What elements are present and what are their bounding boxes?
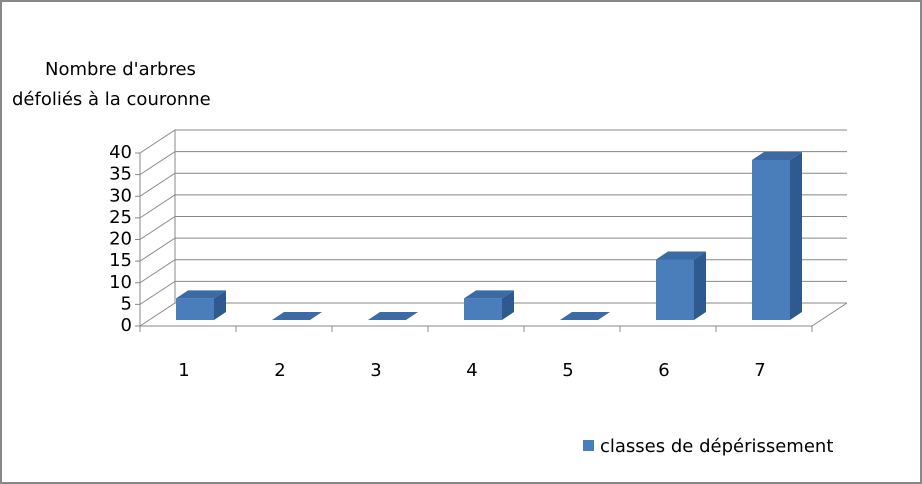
bar: [464, 290, 514, 320]
bar: [752, 151, 802, 320]
bar-front: [176, 298, 214, 320]
x-tick-label: 6: [658, 360, 669, 381]
y-tick-label: 20: [109, 229, 132, 250]
x-tick-label: 5: [562, 360, 573, 381]
y-tick-label: 35: [109, 164, 132, 185]
bar-side: [214, 290, 226, 320]
grid-line: [139, 216, 847, 240]
y-tick-label: 0: [121, 315, 132, 336]
grid-line: [139, 259, 847, 284]
legend-label: classes de dépérissement: [600, 436, 833, 457]
y-tick-label: 25: [109, 207, 132, 228]
bar-top: [272, 312, 322, 320]
bar: [176, 290, 226, 320]
bar-side: [502, 290, 514, 320]
x-tick-label: 3: [370, 360, 381, 381]
grid-line: [139, 237, 847, 262]
bar-side: [694, 251, 706, 320]
y-axis-title: défoliés à la couronne: [12, 89, 211, 110]
bar: [368, 312, 418, 320]
y-tick-label: 5: [121, 293, 132, 314]
y-axis-title: Nombre d'arbres: [45, 59, 196, 80]
grid-line: [139, 280, 847, 305]
bar-top: [464, 290, 514, 299]
bar-top: [176, 290, 226, 299]
bar-top: [656, 251, 706, 260]
bar: [272, 312, 322, 320]
bar-front: [656, 259, 694, 320]
y-tick-label: 15: [109, 250, 132, 271]
bar-front: [464, 298, 502, 320]
bar-side: [790, 151, 802, 320]
grid-line: [139, 172, 847, 197]
bar-top: [560, 312, 610, 320]
x-tick-label: 1: [178, 360, 189, 381]
bar-front: [752, 159, 790, 320]
y-tick-label: 40: [109, 142, 132, 163]
x-tick-label: 2: [274, 360, 285, 381]
legend-swatch: [583, 440, 594, 451]
y-tick-label: 30: [109, 185, 132, 206]
grid-line: [139, 129, 847, 154]
bar-top: [368, 312, 418, 320]
y-tick-label: 10: [109, 272, 132, 293]
x-tick-label: 4: [466, 360, 477, 381]
bar: [560, 312, 610, 320]
grid-line: [139, 151, 847, 176]
bar-top: [752, 151, 802, 160]
grid-line: [139, 302, 847, 327]
x-tick-label: 7: [754, 360, 765, 381]
grid-line: [139, 194, 847, 219]
bar: [656, 251, 706, 320]
